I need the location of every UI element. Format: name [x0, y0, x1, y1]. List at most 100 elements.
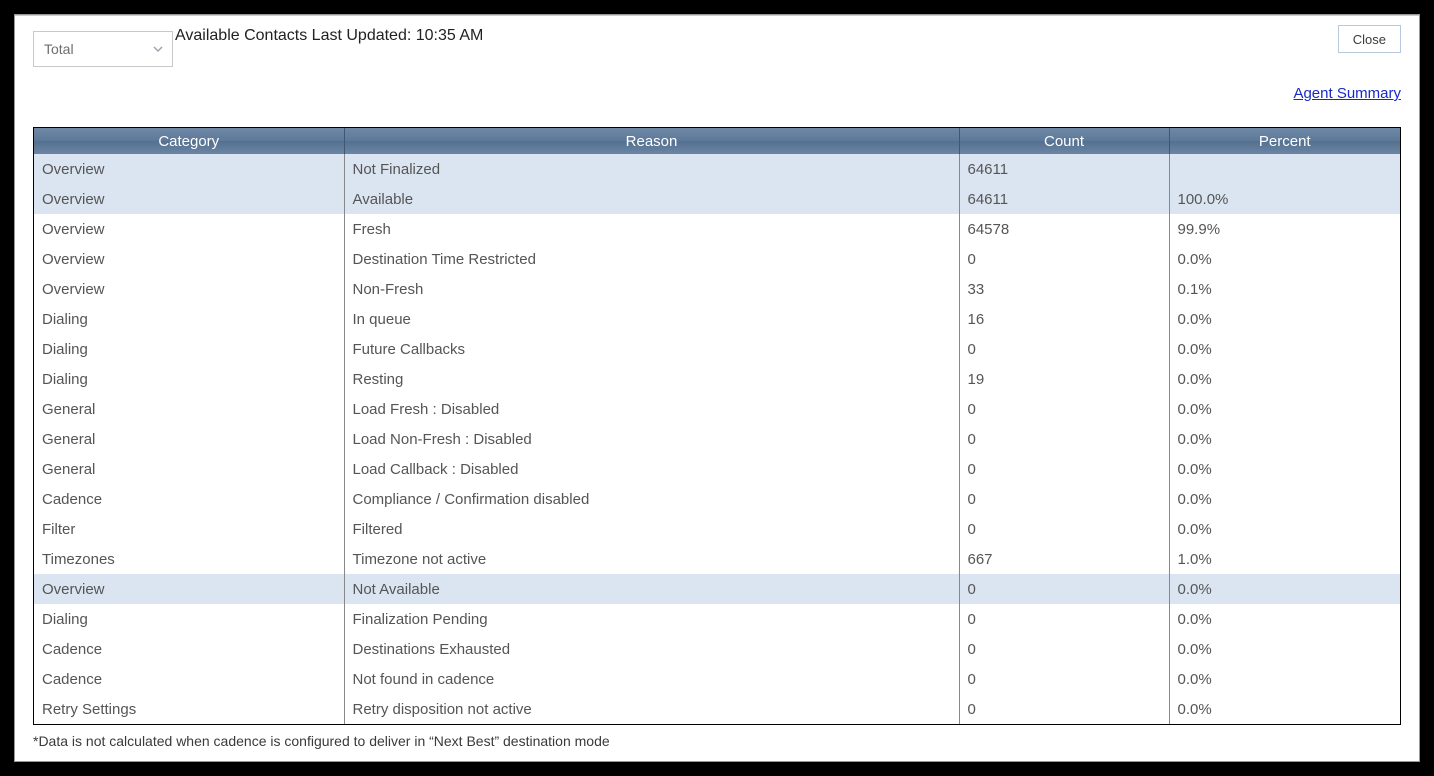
table-row: FilterFiltered00.0% [34, 514, 1400, 544]
table-row: GeneralLoad Non-Fresh : Disabled00.0% [34, 424, 1400, 454]
cell-category: Overview [34, 274, 344, 304]
cell-category: Dialing [34, 604, 344, 634]
table-row: TimezonesTimezone not active6671.0% [34, 544, 1400, 574]
col-category: Category [34, 128, 344, 154]
cell-percent: 0.0% [1169, 604, 1400, 634]
cell-count: 0 [959, 694, 1169, 724]
table-row: CadenceDestinations Exhausted00.0% [34, 634, 1400, 664]
cell-count: 64611 [959, 184, 1169, 214]
col-percent: Percent [1169, 128, 1400, 154]
table-row: CadenceCompliance / Confirmation disable… [34, 484, 1400, 514]
cell-reason: Filtered [344, 514, 959, 544]
cell-category: Cadence [34, 664, 344, 694]
table-row: DialingFuture Callbacks00.0% [34, 334, 1400, 364]
cell-category: General [34, 454, 344, 484]
cell-reason: Non-Fresh [344, 274, 959, 304]
close-button[interactable]: Close [1338, 25, 1401, 53]
cell-percent: 0.0% [1169, 364, 1400, 394]
cell-category: Dialing [34, 304, 344, 334]
scope-dropdown[interactable]: Total [33, 31, 173, 67]
cell-reason: Timezone not active [344, 544, 959, 574]
cell-reason: Load Non-Fresh : Disabled [344, 424, 959, 454]
cell-reason: Not Available [344, 574, 959, 604]
cell-percent: 0.0% [1169, 694, 1400, 724]
cell-reason: Fresh [344, 214, 959, 244]
cell-reason: Compliance / Confirmation disabled [344, 484, 959, 514]
cell-percent: 0.0% [1169, 634, 1400, 664]
cell-category: Retry Settings [34, 694, 344, 724]
cell-percent: 1.0% [1169, 544, 1400, 574]
cell-percent: 99.9% [1169, 214, 1400, 244]
table-row: OverviewFresh6457899.9% [34, 214, 1400, 244]
cell-reason: Not found in cadence [344, 664, 959, 694]
cell-percent: 0.0% [1169, 664, 1400, 694]
cell-category: Overview [34, 574, 344, 604]
table-row: GeneralLoad Fresh : Disabled00.0% [34, 394, 1400, 424]
cell-percent [1169, 154, 1400, 184]
cell-reason: Future Callbacks [344, 334, 959, 364]
cell-percent: 0.0% [1169, 454, 1400, 484]
cell-reason: Retry disposition not active [344, 694, 959, 724]
cell-percent: 0.0% [1169, 304, 1400, 334]
cell-category: Overview [34, 244, 344, 274]
cell-category: Dialing [34, 334, 344, 364]
footnote-text: *Data is not calculated when cadence is … [33, 733, 1401, 749]
dialog-window: Total Available Contacts Last Updated: 1… [14, 14, 1420, 762]
cell-category: Timezones [34, 544, 344, 574]
table-row: DialingIn queue160.0% [34, 304, 1400, 334]
cell-count: 0 [959, 334, 1169, 364]
cell-category: Filter [34, 514, 344, 544]
cell-percent: 0.0% [1169, 424, 1400, 454]
cell-count: 19 [959, 364, 1169, 394]
cell-reason: In queue [344, 304, 959, 334]
cell-category: Cadence [34, 484, 344, 514]
cell-count: 64611 [959, 154, 1169, 184]
table-row: OverviewNot Finalized64611 [34, 154, 1400, 184]
cell-percent: 100.0% [1169, 184, 1400, 214]
cell-reason: Resting [344, 364, 959, 394]
table-row: DialingResting190.0% [34, 364, 1400, 394]
header-row: Total Available Contacts Last Updated: 1… [33, 25, 1401, 85]
cell-category: General [34, 424, 344, 454]
table-container: Category Reason Count Percent OverviewNo… [33, 127, 1401, 725]
table-row: GeneralLoad Callback : Disabled00.0% [34, 454, 1400, 484]
cell-category: Cadence [34, 634, 344, 664]
table-row: OverviewAvailable64611100.0% [34, 184, 1400, 214]
cell-count: 33 [959, 274, 1169, 304]
table-row: OverviewDestination Time Restricted00.0% [34, 244, 1400, 274]
cell-reason: Finalization Pending [344, 604, 959, 634]
cell-reason: Available [344, 184, 959, 214]
cell-count: 0 [959, 484, 1169, 514]
table-row: OverviewNon-Fresh330.1% [34, 274, 1400, 304]
cell-percent: 0.0% [1169, 574, 1400, 604]
cell-count: 16 [959, 304, 1169, 334]
table-row: CadenceNot found in cadence00.0% [34, 664, 1400, 694]
table-row: DialingFinalization Pending00.0% [34, 604, 1400, 634]
cell-percent: 0.0% [1169, 514, 1400, 544]
cell-reason: Load Fresh : Disabled [344, 394, 959, 424]
cell-count: 667 [959, 544, 1169, 574]
stats-table: Category Reason Count Percent OverviewNo… [34, 128, 1400, 724]
chevron-down-icon [152, 43, 164, 55]
agent-summary-link[interactable]: Agent Summary [1293, 85, 1401, 102]
cell-reason: Not Finalized [344, 154, 959, 184]
col-reason: Reason [344, 128, 959, 154]
cell-count: 0 [959, 664, 1169, 694]
cell-percent: 0.0% [1169, 394, 1400, 424]
cell-reason: Load Callback : Disabled [344, 454, 959, 484]
cell-category: Dialing [34, 364, 344, 394]
cell-count: 0 [959, 574, 1169, 604]
cell-count: 0 [959, 394, 1169, 424]
cell-reason: Destination Time Restricted [344, 244, 959, 274]
cell-percent: 0.0% [1169, 334, 1400, 364]
table-row: Retry SettingsRetry disposition not acti… [34, 694, 1400, 724]
cell-count: 0 [959, 634, 1169, 664]
col-count: Count [959, 128, 1169, 154]
table-header-row: Category Reason Count Percent [34, 128, 1400, 154]
scope-dropdown-value: Total [44, 41, 74, 57]
cell-percent: 0.1% [1169, 274, 1400, 304]
table-row: OverviewNot Available00.0% [34, 574, 1400, 604]
cell-percent: 0.0% [1169, 484, 1400, 514]
cell-category: Overview [34, 184, 344, 214]
cell-count: 0 [959, 604, 1169, 634]
